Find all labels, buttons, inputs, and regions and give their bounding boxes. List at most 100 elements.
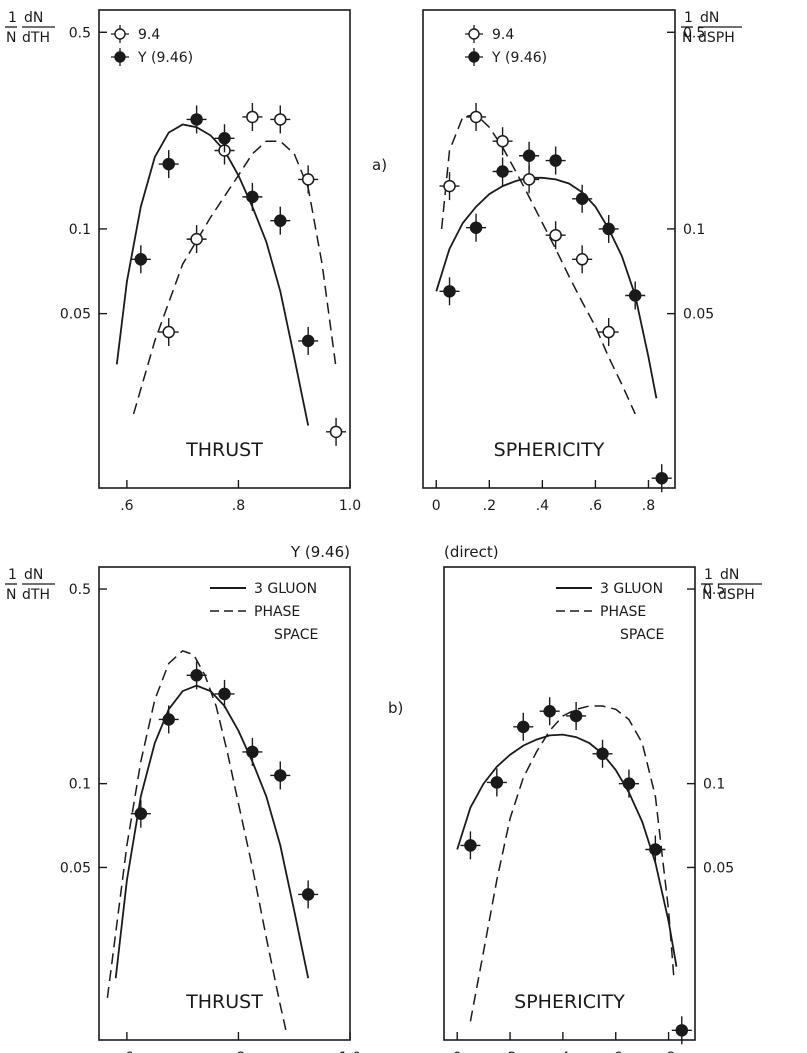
panel-tag: b) — [388, 699, 403, 717]
x-tick-label: .6 — [609, 1050, 622, 1053]
x-tick-label: 1.0 — [339, 1050, 361, 1053]
data-point-filled — [490, 776, 504, 789]
y-axis-label-one: 1 — [8, 10, 17, 26]
x-tick-label: .8 — [662, 1050, 675, 1053]
data-point-open — [162, 325, 175, 339]
plot-frame — [443, 566, 696, 1041]
legend-marker-open — [468, 28, 480, 40]
data-point-filled — [596, 747, 609, 761]
x-tick-label: 0 — [453, 1050, 462, 1053]
legend-label: 3 GLUON — [600, 581, 663, 597]
data-point-open — [329, 425, 343, 439]
x-tick-label: .4 — [556, 1050, 569, 1053]
dashed-curve — [440, 113, 636, 415]
legend-label: Y (9.46) — [137, 50, 193, 66]
legend-label: Y (9.46) — [491, 50, 547, 66]
x-tick-label: .6 — [120, 1050, 133, 1053]
plot-frame — [98, 9, 351, 489]
data-point-filled — [443, 285, 456, 298]
data-point-filled — [628, 289, 642, 302]
data-point-filled — [543, 704, 556, 718]
y-axis-label-dn: dN — [720, 567, 739, 583]
legend-label: PHASE — [254, 604, 300, 620]
data-point-open — [549, 228, 562, 242]
data-point-filled — [575, 192, 589, 206]
data-point-filled — [162, 713, 175, 726]
data-point-filled — [569, 709, 583, 723]
data-point-filled — [496, 165, 509, 178]
y-axis-label-one: 1 — [8, 567, 17, 583]
x-tick-label: 0 — [432, 498, 441, 514]
data-point-filled — [517, 720, 530, 734]
data-point-filled — [190, 113, 203, 126]
data-point-filled — [602, 222, 615, 236]
x-tick-label: .2 — [483, 498, 496, 514]
y-axis-label-dx: dSPH — [718, 587, 755, 603]
x-axis-label: SPHERICITY — [514, 991, 625, 1013]
y-tick-label: 0.5 — [703, 582, 725, 598]
y-axis-label-dn: dN — [24, 10, 43, 26]
data-point-filled — [274, 214, 287, 227]
x-axis-label: THRUST — [185, 991, 263, 1013]
data-point-open — [301, 173, 315, 186]
data-point-filled — [622, 777, 636, 790]
y-axis-label-dx: dSPH — [698, 30, 735, 46]
data-point-filled — [675, 1024, 689, 1037]
solid-curve — [115, 123, 310, 426]
data-point-open — [274, 113, 287, 126]
y-tick-label: 0.1 — [69, 777, 91, 793]
y-tick-label: 0.5 — [69, 582, 91, 598]
data-point-filled — [162, 157, 175, 171]
data-point-filled — [246, 190, 259, 204]
data-point-open — [246, 110, 259, 124]
y-axis-label-one: 1 — [704, 567, 713, 583]
data-point-filled — [246, 745, 259, 759]
legend-marker-open — [114, 28, 126, 40]
x-tick-label: .8 — [232, 1050, 245, 1053]
legend-label: 3 GLUON — [254, 581, 317, 597]
x-tick-label: .8 — [642, 498, 655, 514]
x-tick-label: .6 — [589, 498, 602, 514]
y-axis-label-n: N — [6, 30, 16, 46]
x-tick-label: .2 — [503, 1050, 516, 1053]
data-point-filled — [134, 807, 148, 820]
y-tick-label: 0.1 — [703, 777, 725, 793]
data-point-open — [522, 173, 536, 186]
data-point-filled — [134, 253, 148, 266]
data-point-open — [575, 253, 589, 266]
data-point-open — [190, 232, 203, 246]
x-axis-label: THRUST — [185, 439, 263, 461]
y-tick-label: 0.1 — [683, 222, 705, 238]
y-tick-label: 0.05 — [60, 307, 91, 323]
y-axis-label-n: N — [6, 587, 16, 603]
dashed-curve — [469, 705, 675, 1022]
data-point-open — [602, 325, 615, 339]
y-tick-label: 0.5 — [69, 25, 91, 41]
data-point-filled — [274, 769, 287, 782]
x-tick-label: .4 — [536, 498, 549, 514]
dashed-curve — [132, 140, 337, 415]
legend-label: SPACE — [274, 627, 318, 643]
y-axis-label-dx: dTH — [22, 587, 50, 603]
solid-curve — [456, 733, 678, 967]
data-point-filled — [649, 843, 662, 856]
plot-frame — [422, 9, 676, 489]
legend-label: 9.4 — [492, 27, 514, 43]
x-axis-label: SPHERICITY — [494, 439, 605, 461]
data-point-filled — [464, 839, 477, 852]
legend-marker-filled — [114, 51, 126, 63]
solid-curve — [114, 684, 310, 979]
data-point-filled — [469, 221, 483, 234]
legend-label: PHASE — [600, 604, 646, 620]
y-axis-label-one: 1 — [684, 10, 693, 26]
y-tick-label: 0.05 — [703, 860, 734, 876]
data-point-open — [496, 134, 509, 148]
panel-tag: a) — [372, 156, 387, 174]
y-axis-label-n: N — [682, 30, 692, 46]
x-tick-label: 1.0 — [339, 498, 361, 514]
y-axis-label-dx: dTH — [22, 30, 50, 46]
data-point-filled — [301, 888, 315, 901]
legend-label: SPACE — [620, 627, 664, 643]
